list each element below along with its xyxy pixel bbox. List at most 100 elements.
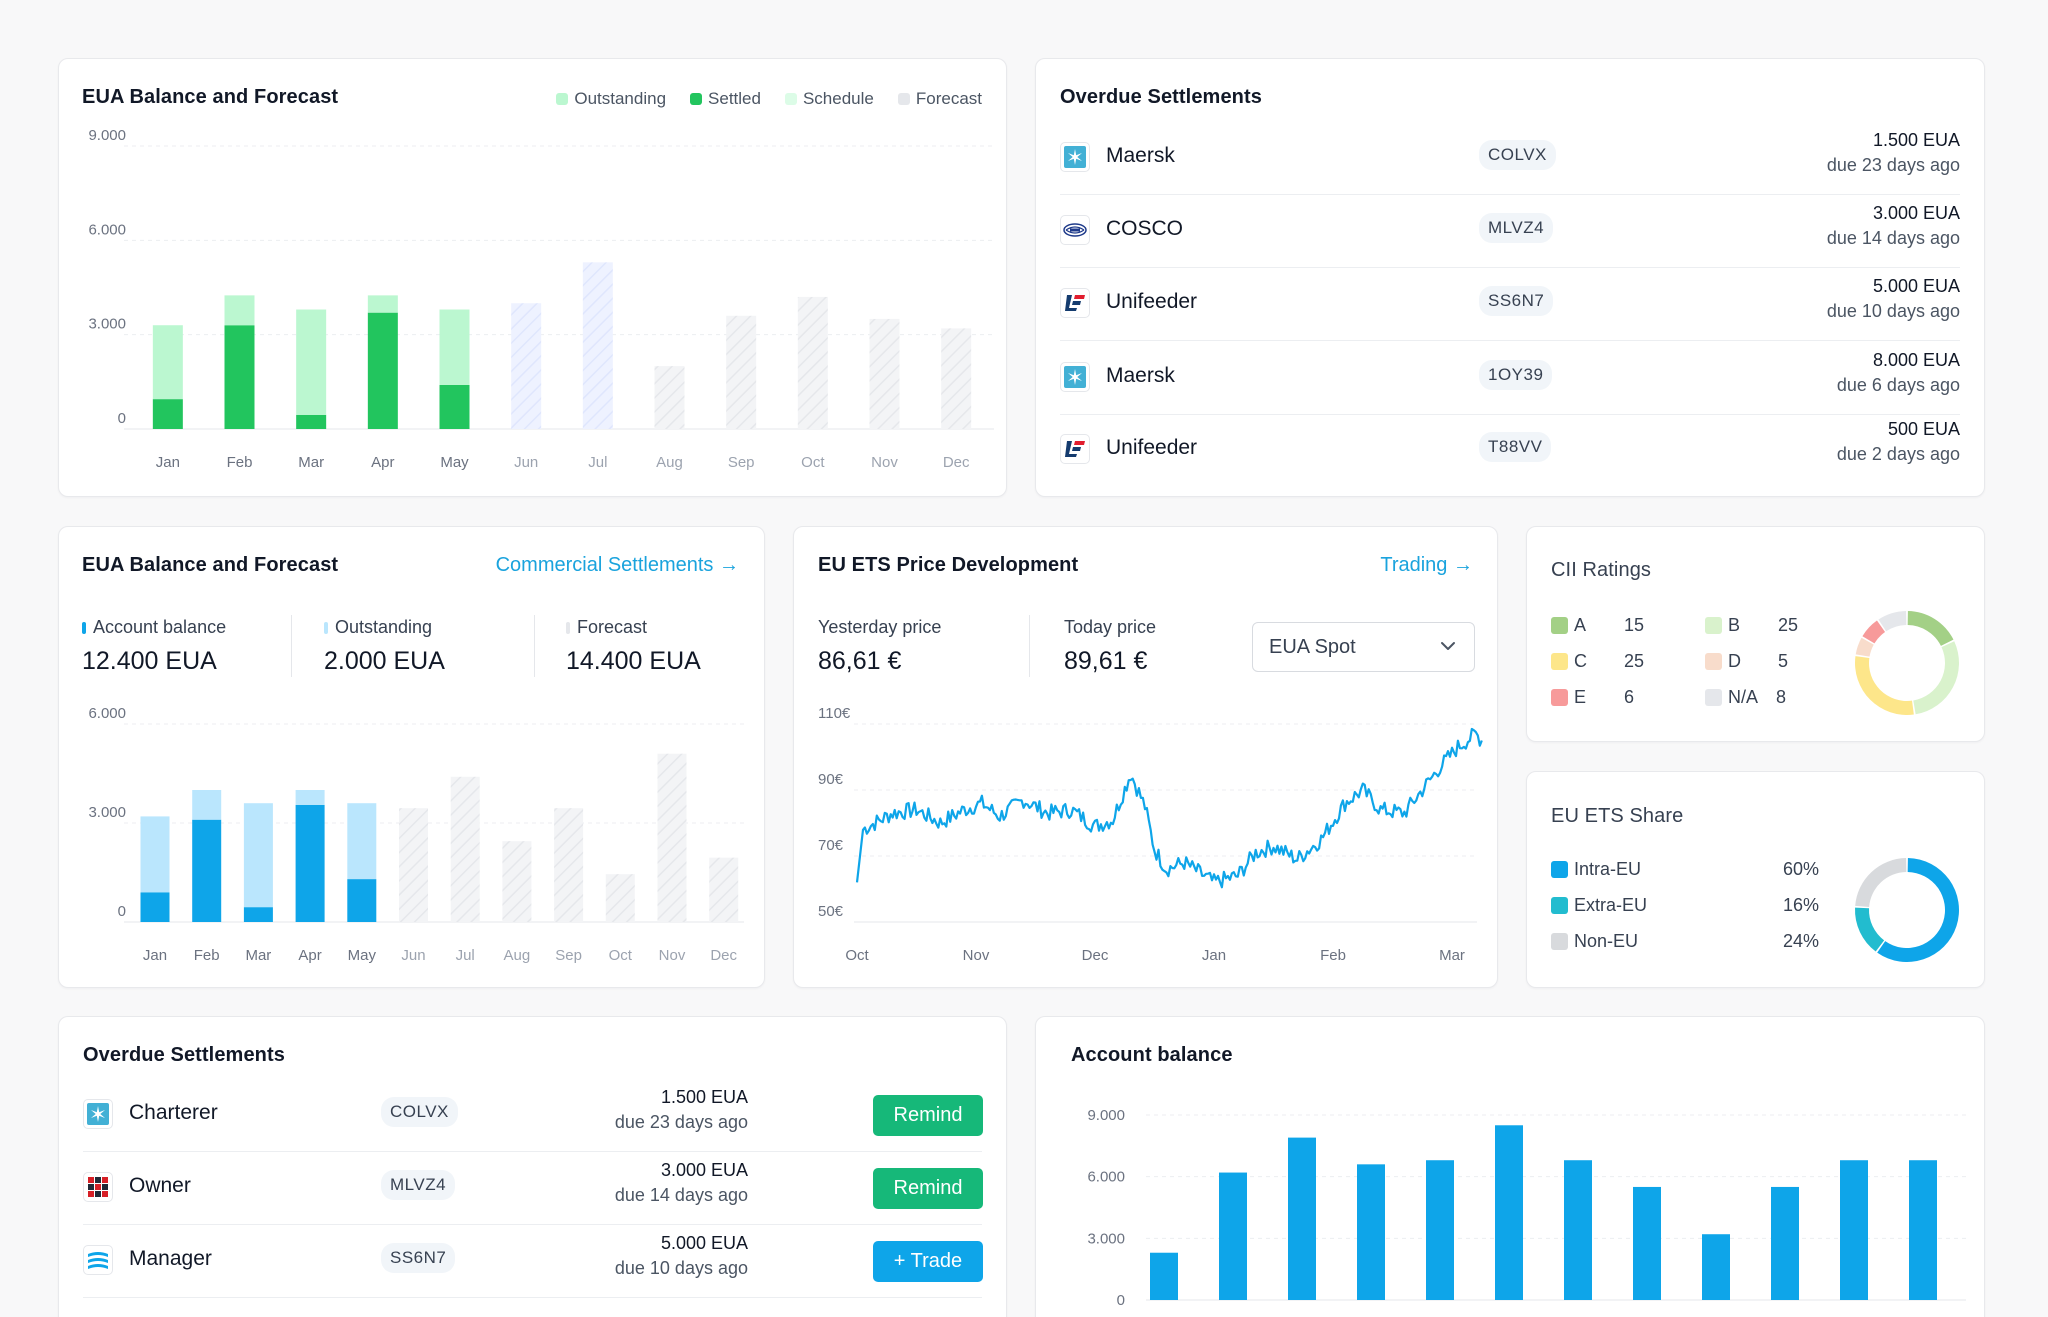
x-tick-label: Jan xyxy=(156,454,180,471)
list-item[interactable]: Maersk COLVX 1.500 EUA due 23 days ago xyxy=(1036,122,1984,195)
list-item[interactable]: Charterer COLVX 1.500 EUA due 23 days ag… xyxy=(59,1079,1006,1152)
grade-count: 8 xyxy=(1776,687,1787,707)
bar-outstanding xyxy=(347,803,377,880)
color-swatch xyxy=(1705,653,1722,670)
x-tick-label: Aug xyxy=(656,454,683,471)
bar xyxy=(1909,1160,1937,1300)
due-text: due 10 days ago xyxy=(614,1258,748,1278)
bar-forecast xyxy=(709,857,739,922)
card-title: EU ETS Share xyxy=(1551,805,1684,827)
x-tick-label: Mar xyxy=(1439,947,1465,964)
eu-ets-share-card: EU ETS Share Intra-EU 60% Extra-EU 16% Non-E… xyxy=(1526,771,1985,988)
y-tick-label: 3.000 xyxy=(88,316,126,333)
share-donut-chart xyxy=(1855,858,1959,962)
bar-schedule xyxy=(582,262,613,429)
bar-settled xyxy=(439,384,470,429)
share-item-intra-eu: Intra-EU 60% xyxy=(1551,859,1819,880)
settlement-code: MLVZ4 xyxy=(1479,213,1554,243)
grade-label: N/A xyxy=(1728,687,1759,707)
bar-settled xyxy=(367,312,398,429)
bar-settled xyxy=(152,399,183,429)
grade-count: 6 xyxy=(1624,687,1635,707)
grade-label: A xyxy=(1574,615,1587,635)
bar-forecast xyxy=(554,808,584,922)
x-tick-label: Oct xyxy=(609,947,633,964)
bar-outstanding xyxy=(192,790,222,820)
trade-button[interactable]: + Trade xyxy=(873,1241,983,1282)
slice-b xyxy=(1913,641,1959,715)
divider xyxy=(1060,267,1960,268)
due-text: due 2 days ago xyxy=(1836,444,1960,464)
y-tick-label: 70€ xyxy=(818,837,844,854)
bar xyxy=(1357,1164,1385,1300)
color-swatch xyxy=(1551,689,1568,706)
chart-legend: Outstanding Settled Schedule Forecast xyxy=(556,89,982,109)
bar-outstanding xyxy=(296,309,327,415)
price-development-card: EU ETS Price Development Trading → Yeste… xyxy=(793,526,1498,988)
grade-count: 15 xyxy=(1624,615,1645,635)
x-tick-label: Apr xyxy=(371,454,394,471)
color-swatch xyxy=(1705,689,1722,706)
grade-count: 25 xyxy=(1778,615,1799,635)
divider xyxy=(291,615,292,677)
grade-count: 5 xyxy=(1778,651,1789,671)
remind-button[interactable]: Remind xyxy=(873,1168,983,1209)
bar xyxy=(1840,1160,1868,1300)
price-series-line xyxy=(855,727,1483,889)
bar xyxy=(1564,1160,1592,1300)
list-item[interactable]: COSCO MLVZ4 3.000 EUA due 14 days ago xyxy=(1036,195,1984,268)
x-tick-label: Feb xyxy=(194,947,220,964)
bar xyxy=(1702,1234,1730,1300)
divider xyxy=(1060,340,1960,341)
card-title: EUA Balance and Forecast xyxy=(82,554,339,576)
amount: 3.000 EUA xyxy=(1872,203,1960,223)
legend-item-outstanding: Outstanding xyxy=(556,89,666,109)
y-tick-label: 6.000 xyxy=(88,221,126,238)
instrument-select[interactable]: EUA Spot xyxy=(1252,622,1475,672)
settlement-code: T88VV xyxy=(1479,432,1552,462)
divider xyxy=(83,1297,982,1298)
chevron-down-icon xyxy=(1440,638,1456,656)
due-text: due 14 days ago xyxy=(614,1185,748,1205)
cii-donut-chart xyxy=(1855,611,1959,715)
commercial-settlements-link[interactable]: Commercial Settlements → xyxy=(495,554,739,576)
list-item[interactable]: Unifeeder SS6N7 5.000 EUA due 10 days ag… xyxy=(1036,268,1984,341)
counterparty-name: Charterer xyxy=(129,1101,218,1124)
amount: 5.000 EUA xyxy=(1872,276,1960,296)
list-item[interactable]: Maersk 1OY39 8.000 EUA due 6 days ago xyxy=(1036,342,1984,415)
x-tick-label: Feb xyxy=(227,454,253,471)
x-tick-label: Dec xyxy=(1082,947,1109,964)
amount: 1.500 EUA xyxy=(1872,130,1960,150)
x-tick-label: Sep xyxy=(555,947,582,964)
bar-forecast xyxy=(605,874,635,922)
divider xyxy=(1060,194,1960,195)
settlement-code: SS6N7 xyxy=(381,1243,456,1273)
trading-link[interactable]: Trading → xyxy=(1380,554,1473,576)
card-title: EU ETS Price Development xyxy=(818,554,1079,576)
stat-label-outstanding: Outstanding xyxy=(324,617,432,638)
cii-rating-a: A 15 xyxy=(1551,615,1644,636)
share-item-non-eu: Non-EU 24% xyxy=(1551,931,1819,952)
settlement-code: COLVX xyxy=(1479,140,1556,170)
bar-settled xyxy=(224,325,255,429)
stat-value-account-balance: 12.400 EUA xyxy=(82,647,217,675)
list-item[interactable]: Unifeeder T88VV 500 EUA due 2 days ago xyxy=(1036,414,1984,487)
slice-d xyxy=(1855,637,1874,657)
stat-label-account-balance: Account balance xyxy=(82,617,226,638)
company-name: Unifeeder xyxy=(1106,290,1198,313)
counterparty-name: Manager xyxy=(129,1247,212,1270)
card-title: Account balance xyxy=(1071,1044,1233,1066)
color-swatch xyxy=(1551,653,1568,670)
bar-outstanding xyxy=(295,790,325,805)
bar-schedule xyxy=(511,303,542,429)
share-label: Intra-EU xyxy=(1574,859,1642,879)
share-value: 16% xyxy=(1782,895,1819,915)
y-tick-label: 0 xyxy=(1117,1292,1125,1309)
list-item[interactable]: Manager SS6N7 5.000 EUA due 10 days ago … xyxy=(59,1225,1006,1298)
company-name: Unifeeder xyxy=(1106,436,1198,459)
eua-balance-blue-chart: 0 3.000 6.000 Jan Feb Mar Apr May Jun Jul Aug Sep Oc… xyxy=(88,705,744,964)
remind-button[interactable]: Remind xyxy=(873,1095,983,1136)
list-item[interactable]: Owner MLVZ4 3.000 EUA due 14 days ago Re… xyxy=(59,1152,1006,1225)
card-title: CII Ratings xyxy=(1551,559,1652,581)
settlement-code: COLVX xyxy=(381,1097,458,1127)
